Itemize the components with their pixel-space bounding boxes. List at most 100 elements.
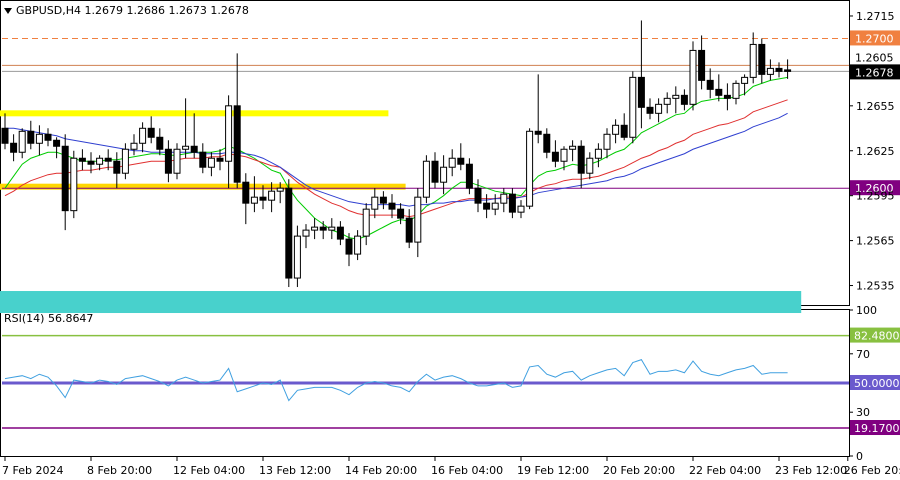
candle-body [397, 208, 405, 219]
candle [10, 134, 18, 162]
time-tick-label: 7 Feb 2024 [2, 464, 63, 477]
level-tag-bg-1 [850, 180, 900, 196]
candle [207, 152, 215, 177]
candle [698, 35, 706, 90]
candle [784, 59, 792, 79]
candle [448, 149, 456, 177]
level-tag-1: 1.2600 [855, 182, 894, 195]
rsi-level-tag-2: 19.1700 [854, 422, 900, 435]
candle-body [130, 142, 138, 150]
candle-body [448, 157, 456, 168]
candle-body [276, 187, 284, 192]
candle [293, 225, 301, 288]
candle-body [517, 205, 525, 213]
candle-body [405, 217, 413, 243]
candle [457, 143, 465, 171]
candle-body [629, 76, 637, 138]
candle [328, 218, 336, 240]
time-tick-label: 14 Feb 20:00 [345, 464, 417, 477]
candle [164, 140, 172, 183]
candle [259, 185, 267, 210]
candle [672, 86, 680, 114]
candle-body [173, 148, 181, 174]
candle-body [663, 97, 671, 105]
candle-body [612, 124, 620, 135]
candle [474, 179, 482, 213]
candle-body [354, 235, 362, 255]
candle [250, 176, 258, 213]
candle-body [534, 130, 542, 135]
candle-body [569, 145, 577, 150]
candle [560, 146, 568, 171]
candle [156, 128, 164, 156]
chart-header: GBPUSD,H4 1.2679 1.2686 1.2673 1.2678 [16, 4, 249, 17]
ma-line-2 [5, 112, 788, 207]
candle [35, 125, 43, 156]
candle [766, 59, 774, 81]
candle-body [543, 133, 551, 153]
candle-body [620, 124, 628, 138]
candles-layer [1, 20, 792, 288]
candle [285, 179, 293, 288]
candle [758, 38, 766, 84]
candle-body [164, 148, 172, 174]
candle [173, 143, 181, 180]
zone-2 [0, 291, 802, 314]
candle-body [139, 127, 147, 144]
candle-body [285, 187, 293, 279]
candle-body [457, 157, 465, 165]
candle [577, 140, 585, 189]
rsi-axis: 100 70 30 0 [849, 304, 877, 463]
candle-body [70, 157, 78, 212]
candle [500, 188, 508, 213]
time-tick-label: 20 Feb 20:00 [603, 464, 675, 477]
zone-1 [0, 183, 406, 190]
price-tick-label: 1.2625 [856, 145, 895, 158]
candle [199, 143, 207, 174]
rsi-tick-label: 100 [856, 304, 877, 317]
candle-body [706, 79, 714, 90]
rsi-line [4, 359, 788, 402]
candle [663, 92, 671, 114]
candle [526, 128, 534, 210]
candle [1, 113, 9, 150]
candle-body [784, 69, 792, 72]
rsi-level-tag-1: 50.0000 [854, 377, 900, 390]
candle [440, 155, 448, 195]
candle [706, 68, 714, 99]
price-tick-label: 1.2595 [856, 190, 895, 203]
candle [680, 89, 688, 111]
candle-body [362, 208, 370, 237]
candle [78, 149, 86, 171]
candle [121, 143, 129, 180]
candle-body [723, 94, 731, 99]
candle-body [500, 193, 508, 204]
price-tick-label: 1.2715 [856, 10, 895, 23]
candle [465, 158, 473, 195]
price-axis: 1.2715 1.2655 1.2625 1.2595 1.2565 1.2535 [849, 10, 895, 293]
levels-layer: 1.2700 1.2600 1.2605 1.2678 [2, 30, 900, 196]
candle [362, 203, 370, 246]
rsi-tick-label: 70 [856, 348, 870, 361]
candle [397, 203, 405, 225]
candle [27, 120, 35, 150]
candle-body [190, 145, 198, 153]
candle [637, 20, 645, 129]
candle-body [749, 43, 757, 78]
time-tick-label: 23 Feb 12:00 [775, 464, 847, 477]
rsi-tick-label: 0 [856, 450, 863, 463]
candle-body [440, 166, 448, 183]
candle-body [53, 139, 61, 147]
candle-body [44, 133, 52, 141]
candle [147, 116, 155, 144]
time-tick-label: 22 Feb 04:00 [689, 464, 761, 477]
candle-body [689, 49, 697, 105]
candle [182, 98, 190, 159]
candle [268, 182, 276, 213]
candle-body [147, 127, 155, 138]
candle [233, 53, 241, 189]
candle-body [259, 196, 267, 201]
candle-body [293, 235, 301, 279]
candle-body [35, 133, 43, 144]
